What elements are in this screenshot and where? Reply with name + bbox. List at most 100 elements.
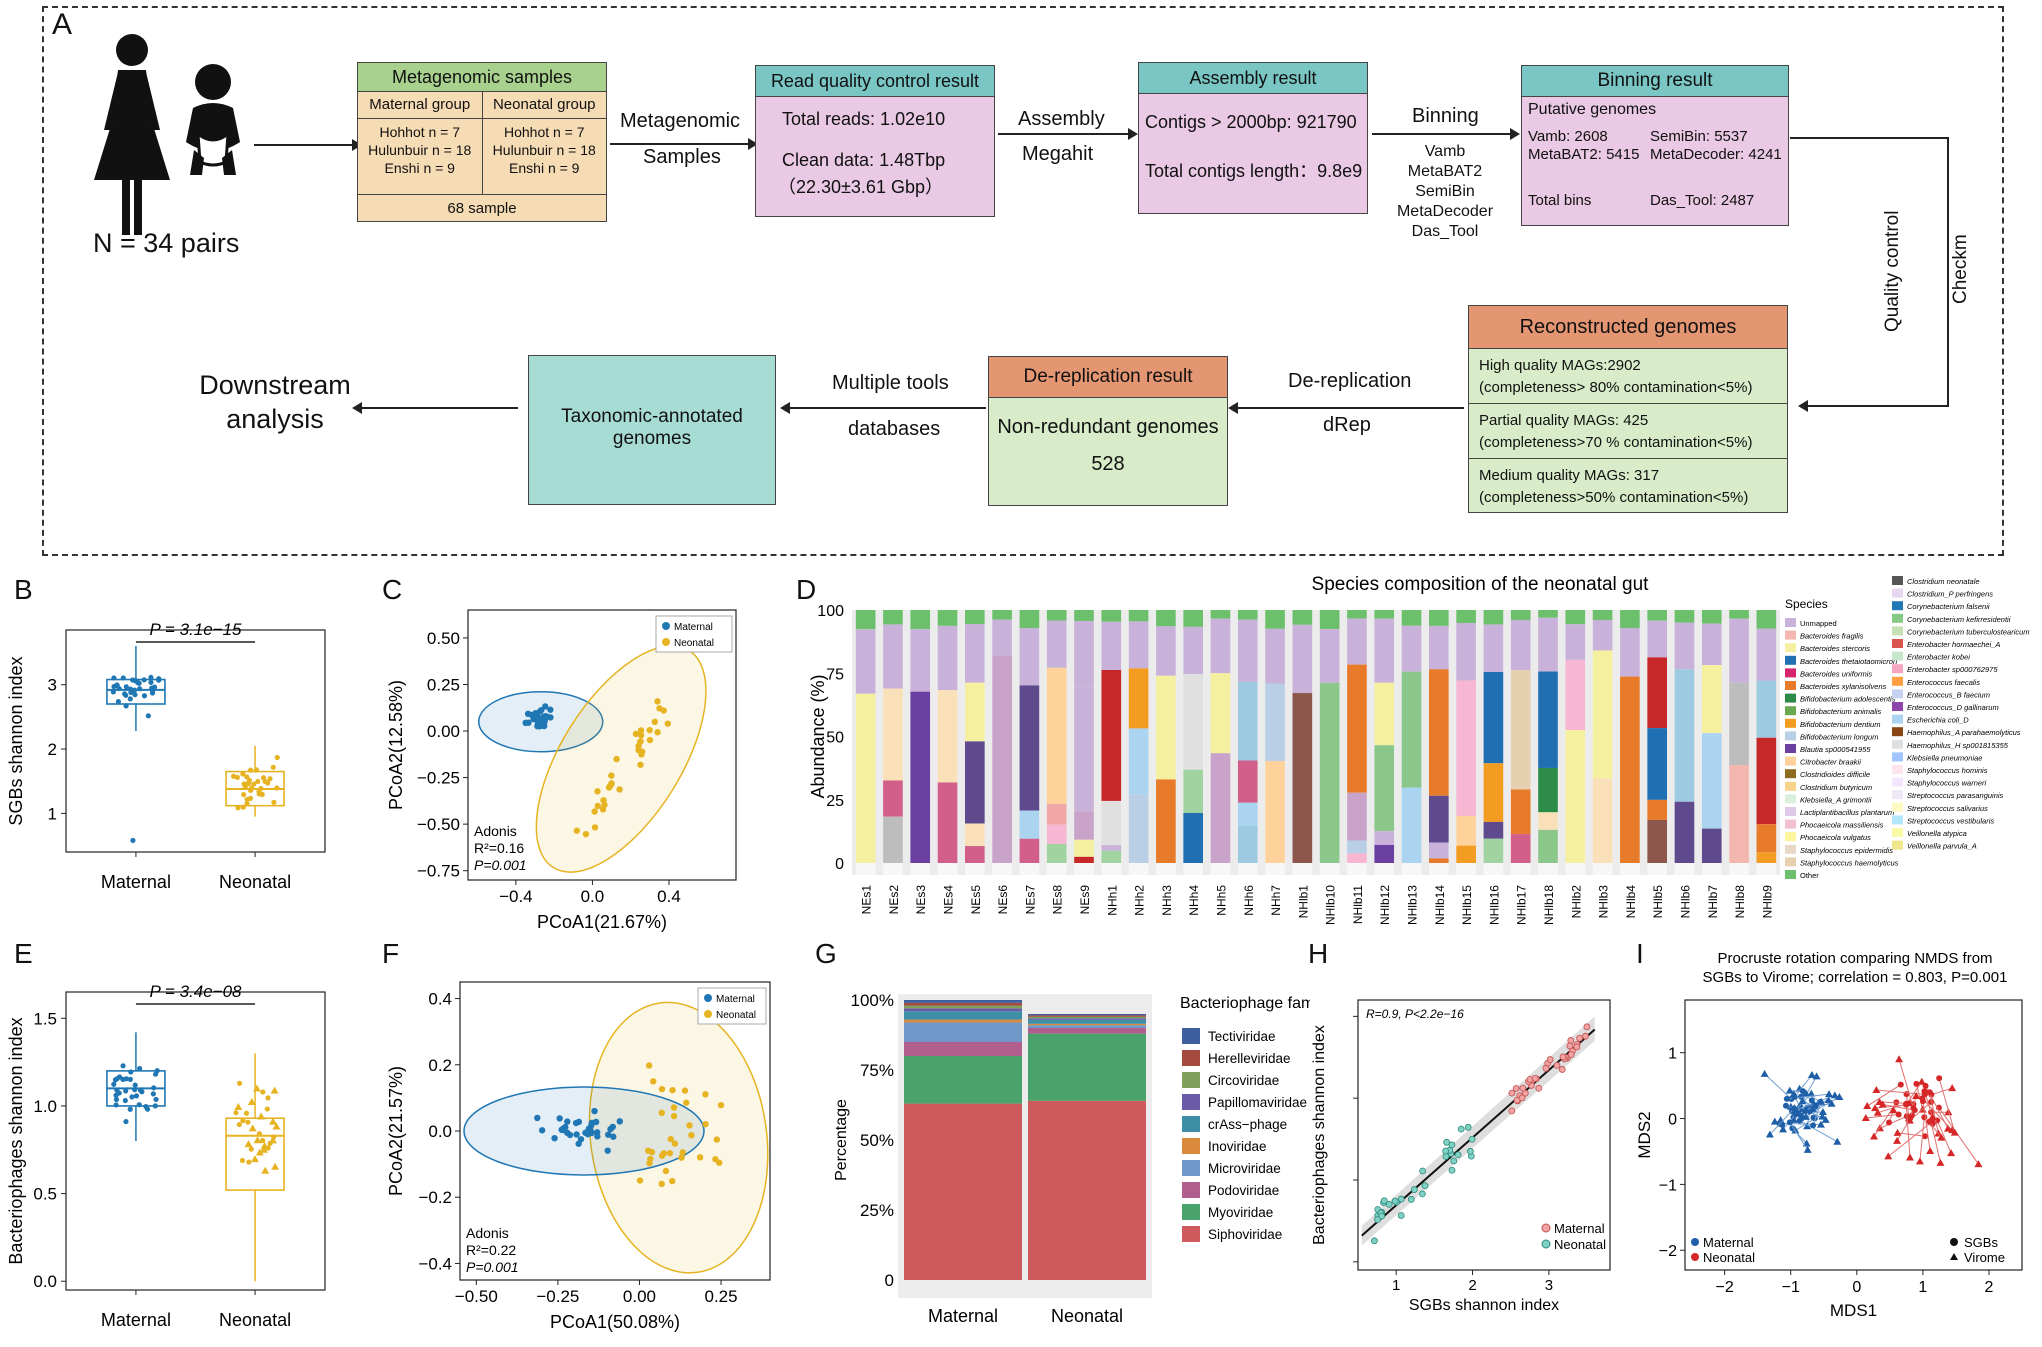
- bar-segment-NEs1: [855, 610, 876, 630]
- bar-segment-NEs5: [964, 624, 985, 683]
- procrustes-link-maternal: [1791, 1127, 1808, 1144]
- point-maternal: [584, 1131, 592, 1138]
- point-maternal: [1582, 1032, 1589, 1040]
- point-neonatal-virome: [1889, 1106, 1898, 1114]
- x-tick-label: −2: [1716, 1279, 1734, 1296]
- x-tick-label: NHh7: [1269, 885, 1283, 916]
- point-neonatal: [1464, 1123, 1472, 1131]
- point-maternal-sgb: [1789, 1125, 1796, 1132]
- point-neonatal: [253, 1136, 262, 1144]
- bar-segment-NHh4: [1183, 813, 1204, 863]
- point-maternal: [573, 1131, 580, 1138]
- legend-label-family: Inoviridae: [1208, 1139, 1267, 1154]
- chart-title-line2: SGBs to Virome; correlation = 0.803, P=0…: [1703, 969, 2008, 986]
- legend-marker-neonatal: [662, 638, 670, 646]
- legend-swatch: [1182, 1050, 1200, 1066]
- bar-segment-NEs4: [937, 782, 958, 863]
- legend-label-species: Enterococcus_B faecium: [1907, 690, 1990, 699]
- legend-marker-virome: [1950, 1253, 1958, 1260]
- bar-segment-NHlb17: [1510, 610, 1531, 620]
- point-maternal: [122, 1097, 128, 1104]
- x-tick-label: 2: [1985, 1279, 1994, 1296]
- point-neonatal: [1468, 1135, 1476, 1143]
- point-neonatal: [248, 787, 254, 794]
- bar-segment-NHlb1: [1292, 693, 1313, 863]
- point-neonatal: [686, 1122, 693, 1129]
- bar-segment-NHlb18: [1538, 812, 1558, 830]
- bar-segment-NEs7: [1019, 610, 1040, 629]
- procrustes-link-neonatal: [1929, 1092, 1939, 1134]
- legend-label-species: Blautia sp000541955: [1800, 745, 1871, 754]
- point-neonatal: [260, 1089, 266, 1095]
- bar-segment-NHlb8: [1729, 618, 1749, 683]
- point-maternal: [533, 714, 541, 722]
- point-neonatal: [702, 1091, 709, 1098]
- bar-segment-NHlb14: [1428, 610, 1449, 626]
- x-tick-label: NEs2: [887, 885, 901, 915]
- point-neonatal: [715, 1159, 723, 1166]
- x-tick-label: −0.25: [536, 1287, 579, 1306]
- panel-h-letter: H: [1308, 938, 1329, 969]
- legend-swatch: [1785, 718, 1796, 728]
- y-tick-label: 0.0: [33, 1272, 57, 1291]
- bar-segment-NEs9: [1074, 811, 1094, 840]
- point-neonatal: [259, 1145, 268, 1153]
- legend-swatch: [1892, 739, 1903, 749]
- rqc-box: Read quality control result Total reads:…: [755, 65, 995, 217]
- bar-segment-NHlb13: [1401, 625, 1422, 672]
- legend-marker-maternal: [1541, 1223, 1551, 1233]
- legend-label-neonatal: Neonatal: [1703, 1250, 1755, 1265]
- bar-segment-NHlb6: [1674, 610, 1695, 623]
- point-neonatal-virome: [1871, 1104, 1880, 1112]
- legend-swatch: [1892, 588, 1903, 598]
- point-neonatal: [236, 1080, 243, 1086]
- point-neonatal: [667, 1135, 674, 1143]
- bar-segment-Papillomaviridae: [904, 1008, 1022, 1012]
- downstream-line2: analysis: [226, 404, 324, 434]
- bar-segment-NHlb5: [1647, 620, 1668, 658]
- point-neonatal: [654, 729, 661, 736]
- point-maternal: [148, 679, 154, 686]
- assembly-length: Total contigs length：9.8e9: [1145, 161, 1363, 181]
- legend-label-species: Bifidobacterium animalis: [1800, 707, 1882, 716]
- point-maternal: [528, 711, 535, 719]
- legend-swatch: [1892, 702, 1903, 711]
- bar-segment-NEs5: [964, 610, 985, 625]
- x-tick-label: Neonatal: [219, 1310, 291, 1330]
- legend-marker-sgbs: [1950, 1238, 1958, 1246]
- point-neonatal: [1443, 1138, 1451, 1146]
- legend-label-species: Enterobacter hormaechei_A: [1907, 640, 2000, 649]
- point-maternal: [113, 1102, 119, 1108]
- point-maternal-virome: [1798, 1097, 1807, 1105]
- point-neonatal-virome: [1895, 1055, 1904, 1063]
- point-maternal-virome: [1802, 1089, 1811, 1097]
- point-neonatal-virome: [1950, 1128, 1959, 1136]
- point-maternal: [141, 677, 147, 683]
- downstream-line1: Downstream: [199, 370, 351, 400]
- legend-swatch: [1785, 870, 1796, 879]
- point-neonatal: [637, 732, 645, 739]
- bar-segment-NEs6: [992, 610, 1012, 620]
- binning-dastool: Das_Tool: 2487: [1650, 192, 1755, 209]
- bar-segment-NHlb2: [1565, 610, 1586, 625]
- rqc-title: Read quality control result: [756, 66, 994, 97]
- point-neonatal: [650, 1078, 657, 1085]
- point-neonatal: [664, 720, 671, 727]
- legend-swatch: [1785, 844, 1796, 854]
- bar-segment-NEs7: [1019, 628, 1040, 686]
- tool-dastool: Das_Tool: [1411, 223, 1479, 240]
- bar-segment-NHh2: [1128, 728, 1149, 795]
- legend-label-species: Clostridium butyricum: [1800, 783, 1872, 792]
- x-axis-label: SGBs shannon index: [1409, 1297, 1559, 1314]
- x-tick-label: Maternal: [101, 872, 171, 892]
- point-neonatal: [234, 1102, 243, 1110]
- x-tick-label: NHlb18: [1542, 885, 1556, 925]
- bar-segment-crAss−phage: [1028, 1019, 1146, 1024]
- point-maternal: [116, 1074, 123, 1080]
- arrow-assembly: [998, 128, 1138, 140]
- x-tick-label: NEs9: [1078, 885, 1092, 915]
- tool-metadecoder: MetaDecoder: [1396, 203, 1494, 220]
- point-neonatal: [270, 1086, 279, 1094]
- point-neonatal: [637, 738, 644, 745]
- point-neonatal: [265, 1095, 271, 1101]
